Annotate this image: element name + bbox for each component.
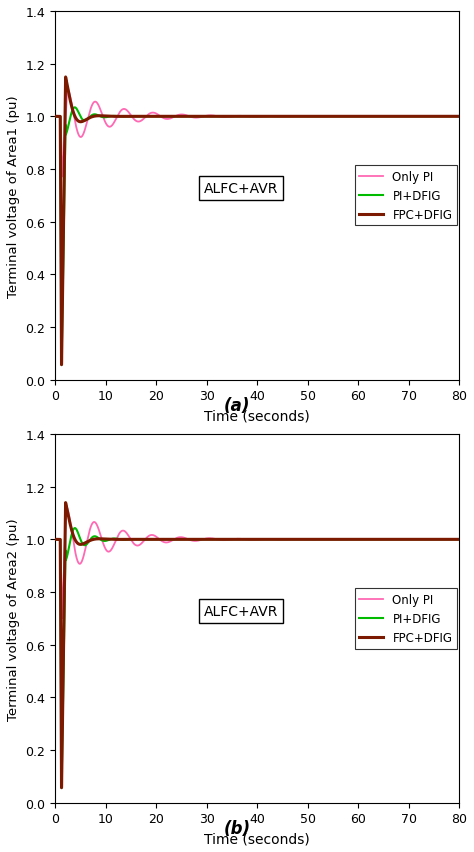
Y-axis label: Terminal voltage of Area2 (pu): Terminal voltage of Area2 (pu) (7, 517, 20, 720)
Only PI (456, 112, 462, 123)
Only PI (132, 539, 137, 550)
FPC+DFIG (132, 112, 137, 123)
Legend: Only PI, PI+DFIG, FPC+DFIG: Only PI, PI+DFIG, FPC+DFIG (355, 589, 457, 648)
Only PI (435, 534, 440, 544)
Only PI (456, 534, 462, 544)
FPC+DFIG (59, 783, 64, 793)
Only PI (77, 132, 82, 142)
FPC+DFIG (54, 534, 60, 544)
PI+DFIG (72, 103, 78, 113)
FPC+DFIG (53, 534, 58, 544)
FPC+DFIG (77, 118, 82, 128)
PI+DFIG (456, 534, 462, 544)
FPC+DFIG (63, 72, 68, 83)
PI+DFIG (59, 360, 64, 371)
Legend: Only PI, PI+DFIG, FPC+DFIG: Only PI, PI+DFIG, FPC+DFIG (355, 166, 457, 227)
PI+DFIG (435, 534, 440, 544)
FPC+DFIG (53, 112, 58, 123)
PI+DFIG (54, 534, 60, 544)
FPC+DFIG (69, 104, 75, 114)
PI+DFIG (456, 112, 462, 123)
PI+DFIG (53, 112, 58, 123)
FPC+DFIG (435, 534, 440, 544)
Text: ALFC+AVR: ALFC+AVR (204, 604, 278, 619)
FPC+DFIG (456, 112, 462, 123)
Only PI (54, 534, 60, 544)
Line: FPC+DFIG: FPC+DFIG (55, 503, 459, 788)
Only PI (59, 613, 65, 624)
FPC+DFIG (456, 534, 462, 544)
Line: Only PI: Only PI (55, 89, 459, 177)
Only PI (53, 534, 58, 544)
PI+DFIG (435, 112, 440, 123)
Text: ALFC+AVR: ALFC+AVR (204, 181, 278, 196)
PI+DFIG (69, 528, 75, 538)
PI+DFIG (77, 110, 82, 120)
Only PI (54, 112, 60, 123)
FPC+DFIG (77, 539, 82, 550)
FPC+DFIG (250, 534, 255, 544)
PI+DFIG (250, 112, 255, 123)
PI+DFIG (132, 112, 137, 122)
Only PI (53, 112, 58, 123)
Only PI (132, 115, 137, 125)
Line: FPC+DFIG: FPC+DFIG (55, 78, 459, 366)
Text: (a): (a) (224, 396, 250, 414)
Only PI (435, 112, 440, 123)
Only PI (63, 500, 69, 510)
PI+DFIG (250, 534, 255, 544)
Only PI (69, 101, 75, 112)
Only PI (64, 83, 70, 94)
Text: (b): (b) (223, 819, 251, 837)
X-axis label: Time (seconds): Time (seconds) (204, 831, 310, 845)
Line: Only PI: Only PI (55, 505, 459, 619)
Line: PI+DFIG: PI+DFIG (55, 528, 459, 788)
Only PI (69, 528, 75, 538)
FPC+DFIG (435, 112, 440, 123)
FPC+DFIG (69, 527, 75, 537)
FPC+DFIG (59, 360, 64, 371)
FPC+DFIG (132, 534, 137, 544)
FPC+DFIG (63, 498, 68, 508)
Only PI (250, 535, 255, 545)
PI+DFIG (53, 534, 58, 544)
FPC+DFIG (54, 112, 60, 123)
Y-axis label: Terminal voltage of Area1 (pu): Terminal voltage of Area1 (pu) (7, 95, 20, 297)
Only PI (60, 172, 66, 182)
PI+DFIG (132, 534, 137, 544)
Only PI (250, 112, 255, 123)
Line: PI+DFIG: PI+DFIG (55, 108, 459, 366)
X-axis label: Time (seconds): Time (seconds) (204, 409, 310, 423)
PI+DFIG (59, 783, 64, 793)
FPC+DFIG (250, 112, 255, 123)
PI+DFIG (72, 523, 78, 533)
PI+DFIG (54, 112, 60, 123)
PI+DFIG (69, 107, 75, 118)
PI+DFIG (77, 532, 82, 542)
Only PI (77, 559, 82, 569)
